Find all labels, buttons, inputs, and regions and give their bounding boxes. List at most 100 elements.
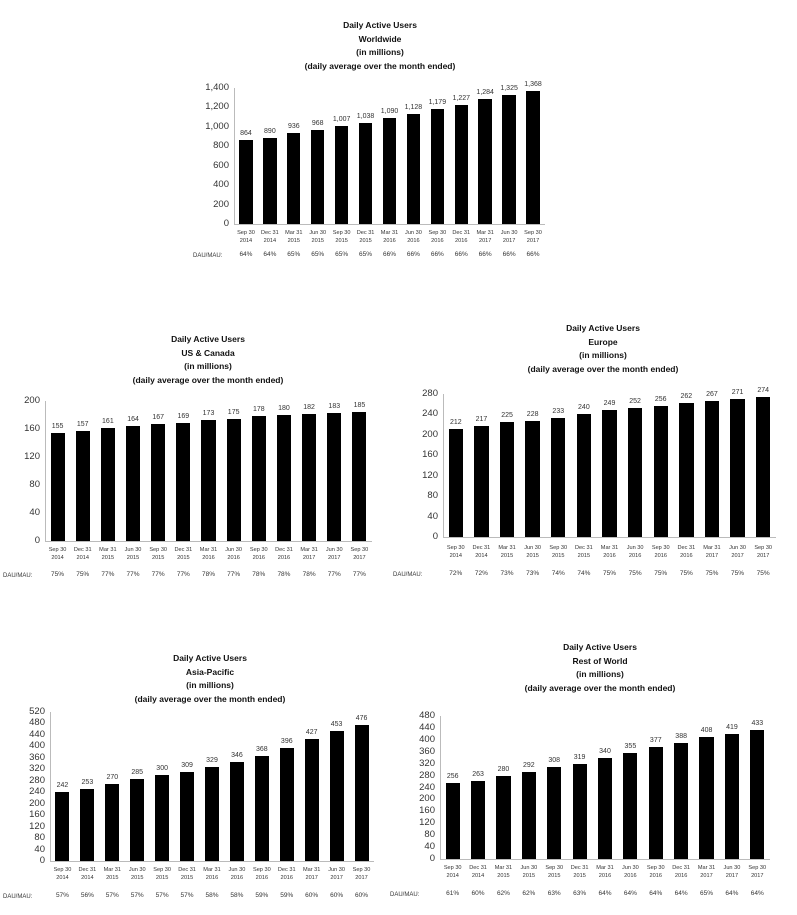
worldwide-title-line: Worldwide — [358, 33, 402, 44]
worldwide-dau-mau-value: 65% — [287, 251, 301, 258]
worldwide-bar — [358, 123, 373, 224]
rest-of-world-data-label: 263 — [472, 770, 484, 778]
asia-pacific-y-tick-label: 240 — [29, 786, 45, 798]
worldwide-x-tick-label: Jun 30 2016 — [405, 230, 422, 244]
us-canada-x-tick-label: Sep 30 2017 — [350, 547, 369, 561]
asia-pacific-x-axis — [50, 861, 374, 862]
asia-pacific-bar — [279, 747, 294, 861]
us-canada-x-tick-label: Sep 30 2014 — [48, 547, 67, 561]
europe-bar — [627, 408, 643, 537]
rest-of-world-x-tick-label: Sep 30 2016 — [646, 865, 665, 879]
us-canada-bar — [176, 422, 191, 541]
us-canada-title-line: US & Canada — [181, 347, 235, 358]
worldwide-dau-mau-value: 66% — [502, 251, 516, 258]
rest-of-world-y-axis — [440, 716, 441, 859]
rest-of-world-data-label: 388 — [675, 733, 687, 741]
worldwide-dau-mau-value: 64% — [263, 251, 277, 258]
us-canada-bar — [151, 424, 166, 541]
worldwide-bar — [478, 99, 492, 224]
asia-pacific-x-tick-label: Dec 31 2014 — [78, 867, 97, 881]
us-canada-y-axis — [45, 401, 46, 541]
asia-pacific-dau-mau-value: 60% — [355, 892, 369, 899]
asia-pacific-dau-mau-value: 57% — [105, 892, 119, 899]
asia-pacific-x-tick-label: Sep 30 2015 — [153, 867, 171, 881]
europe-y-axis — [443, 394, 444, 537]
europe-title-line: (in millions) — [579, 350, 627, 360]
us-canada-data-label: 157 — [76, 421, 89, 429]
us-canada-data-label: 175 — [227, 408, 240, 416]
europe-dau-mau-value: 75% — [628, 570, 642, 577]
rest-of-world-x-tick-label: Mar 31 2016 — [596, 865, 614, 879]
asia-pacific-y-tick-label: 280 — [29, 774, 45, 786]
rest-of-world-data-label: 308 — [548, 757, 561, 765]
us-canada-bar — [125, 426, 141, 541]
europe-title-line: Daily Active Users — [566, 323, 640, 333]
rest-of-world-y-tick-label: 280 — [419, 769, 435, 781]
worldwide-x-tick-label: Sep 30 2016 — [428, 230, 447, 244]
rest-of-world-y-tick-label: 440 — [419, 721, 435, 733]
rest-of-world-dau-mau-value: 62% — [496, 890, 510, 897]
asia-pacific-y-tick-label: 160 — [29, 809, 45, 821]
us-canada-y-tick-label: 160 — [24, 423, 40, 434]
rest-of-world-x-tick-label: Mar 31 2015 — [494, 865, 513, 879]
europe-x-tick-label: Dec 31 2015 — [575, 545, 593, 559]
asia-pacific-dau-mau-value: 57% — [130, 892, 144, 899]
europe-data-label: 228 — [526, 410, 539, 418]
us-canada-data-label: 155 — [51, 422, 64, 430]
us-canada-dau-mau-value: 78% — [277, 571, 291, 578]
asia-pacific-x-tick-label: Sep 30 2016 — [252, 867, 271, 881]
us-canada-y-tick-label: 0 — [34, 535, 40, 546]
europe-dau-mau-value: 74% — [551, 570, 565, 577]
europe-data-label: 249 — [603, 399, 616, 407]
europe-bar — [474, 426, 489, 537]
europe-bar — [704, 400, 720, 537]
asia-pacific-y-tick-label: 40 — [34, 843, 45, 855]
asia-pacific-x-tick-label: Dec 31 2015 — [178, 867, 196, 881]
us-canada-data-label: 185 — [353, 401, 366, 409]
worldwide-title-line: Daily Active Users — [343, 20, 417, 30]
asia-pacific-data-label: 242 — [56, 781, 69, 789]
asia-pacific-bar — [180, 772, 195, 861]
worldwide-x-tick-label: Sep 30 2017 — [524, 230, 542, 244]
rest-of-world-y-tick-label: 120 — [419, 817, 435, 829]
asia-pacific-dau-mau-value: 59% — [280, 892, 294, 899]
europe-y-tick-label: 80 — [427, 490, 438, 502]
rest-of-world-bar — [496, 775, 511, 859]
rest-of-world-bar — [648, 746, 663, 859]
rest-of-world-dau-mau-value: 63% — [547, 890, 561, 897]
asia-pacific-data-label: 453 — [330, 721, 343, 729]
worldwide-x-axis — [234, 224, 545, 225]
europe-title-line: (daily average over the month ended) — [527, 363, 679, 374]
rest-of-world-x-tick-label: Jun 30 2015 — [520, 865, 538, 879]
europe-y-tick-label: 120 — [422, 469, 438, 481]
us-canada-dau-mau-value: 77% — [101, 571, 115, 578]
worldwide-y-tick-label: 800 — [213, 140, 229, 152]
worldwide-bar — [382, 118, 397, 224]
us-canada-bar — [75, 431, 90, 541]
europe-dau-mau-label: DAU/MAU: — [393, 572, 423, 578]
us-canada-x-axis — [45, 541, 372, 542]
asia-pacific-dau-mau-value: 57% — [180, 892, 194, 899]
rest-of-world-bar — [724, 734, 740, 859]
worldwide-data-label: 890 — [264, 127, 276, 135]
europe-bar — [551, 418, 566, 537]
worldwide-y-tick-label: 1,000 — [205, 120, 229, 132]
rest-of-world-bar — [572, 763, 587, 859]
us-canada-x-tick-label: Jun 30 2015 — [124, 547, 142, 561]
us-canada-data-label: 164 — [127, 416, 139, 424]
rest-of-world-data-label: 340 — [599, 747, 611, 755]
worldwide-data-label: 1,038 — [356, 113, 375, 121]
rest-of-world-x-tick-label: Sep 30 2017 — [748, 865, 767, 879]
us-canada-x-tick-label: Sep 30 2015 — [149, 547, 168, 561]
europe-y-tick-label: 40 — [427, 510, 438, 522]
rest-of-world-dau-mau-value: 64% — [674, 890, 688, 897]
asia-pacific-dau-mau-value: 59% — [255, 892, 269, 899]
worldwide-dau-mau-label: DAU/MAU: — [193, 253, 223, 259]
us-canada-x-tick-label: Dec 31 2015 — [174, 547, 193, 561]
europe-y-tick-label: 240 — [422, 408, 438, 420]
us-canada-data-label: 169 — [177, 412, 190, 420]
rest-of-world-y-tick-label: 160 — [419, 805, 435, 817]
rest-of-world-y-tick-label: 80 — [424, 829, 435, 841]
rest-of-world-x-tick-label: Dec 31 2014 — [469, 865, 487, 879]
worldwide-dau-mau-value: 65% — [311, 251, 325, 258]
